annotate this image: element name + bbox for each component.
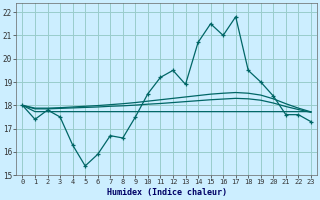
X-axis label: Humidex (Indice chaleur): Humidex (Indice chaleur) — [107, 188, 227, 197]
